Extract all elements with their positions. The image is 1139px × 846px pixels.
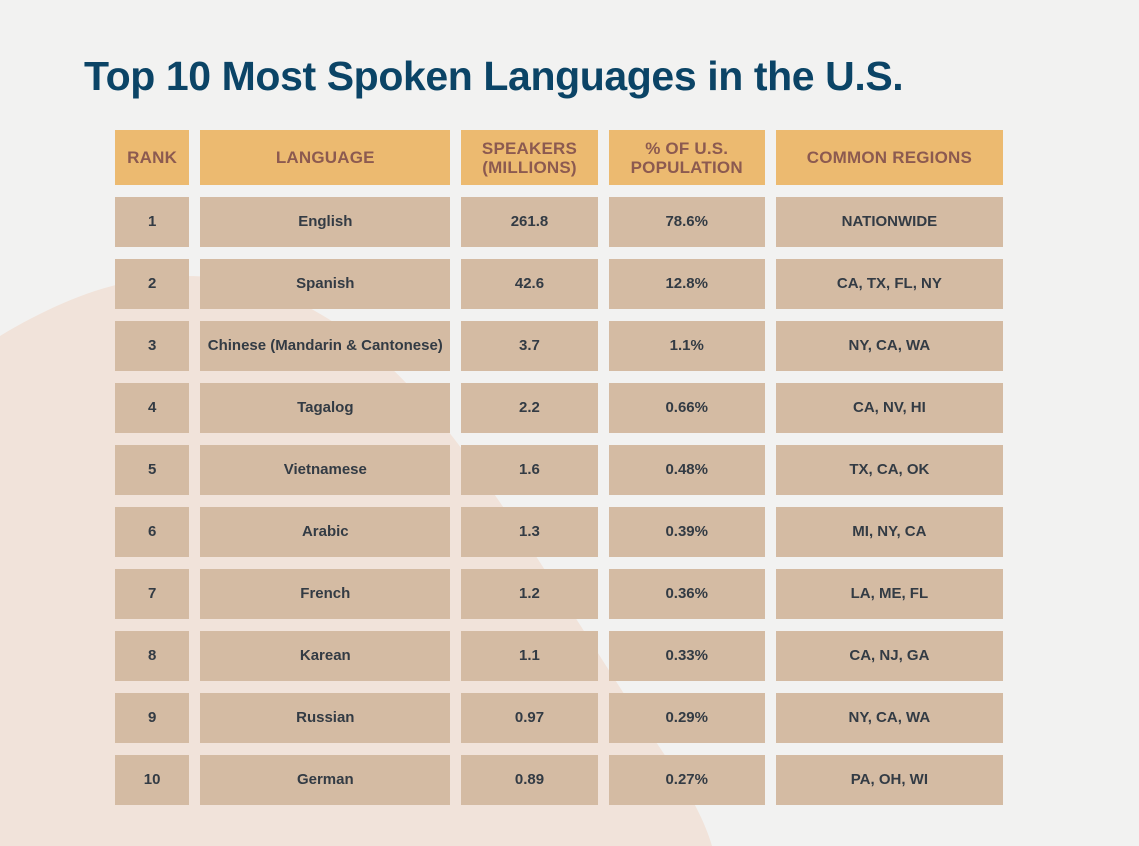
cell-language: English: [200, 197, 451, 247]
cell-percent: 0.29%: [608, 693, 765, 743]
column-header-percent-line2: POPULATION: [630, 157, 743, 177]
cell-rank: 4: [115, 383, 190, 433]
cell-percent: 0.33%: [608, 631, 765, 681]
table-row: 10 German 0.89 0.27% PA, OH, WI: [115, 755, 1003, 805]
column-header-percent: % OF U.S. POPULATION: [608, 130, 765, 185]
table-row: 5 Vietnamese 1.6 0.48% TX, CA, OK: [115, 445, 1003, 495]
cell-language: Vietnamese: [200, 445, 451, 495]
cell-language: Tagalog: [200, 383, 451, 433]
column-header-rank: RANK: [115, 130, 190, 185]
cell-regions: PA, OH, WI: [775, 755, 1003, 805]
cell-rank: 3: [115, 321, 190, 371]
cell-speakers: 0.97: [461, 693, 598, 743]
cell-rank: 2: [115, 259, 190, 309]
table-row: 3 Chinese (Mandarin & Cantonese) 3.7 1.1% NY…: [115, 321, 1003, 371]
cell-percent: 1.1%: [608, 321, 765, 371]
page-title: Top 10 Most Spoken Languages in the U.S.: [84, 53, 904, 99]
cell-regions: TX, CA, OK: [775, 445, 1003, 495]
cell-regions: MI, NY, CA: [775, 507, 1003, 557]
cell-rank: 5: [115, 445, 190, 495]
cell-rank: 10: [115, 755, 190, 805]
cell-rank: 1: [115, 197, 190, 247]
cell-regions: NY, CA, WA: [775, 321, 1003, 371]
cell-percent: 78.6%: [608, 197, 765, 247]
column-header-speakers-line1: SPEAKERS: [481, 138, 578, 158]
cell-language: Spanish: [200, 259, 451, 309]
cell-percent: 12.8%: [608, 259, 765, 309]
cell-rank: 6: [115, 507, 190, 557]
cell-regions: CA, NV, HI: [775, 383, 1003, 433]
column-header-speakers-line2: (MILLIONS): [482, 157, 577, 177]
cell-language: Russian: [200, 693, 451, 743]
cell-language: Arabic: [200, 507, 451, 557]
cell-rank: 8: [115, 631, 190, 681]
column-header-percent-line1: % OF U.S.: [645, 138, 729, 158]
table-row: 6 Arabic 1.3 0.39% MI, NY, CA: [115, 507, 1003, 557]
cell-rank: 7: [115, 569, 190, 619]
table-row: 9 Russian 0.97 0.29% NY, CA, WA: [115, 693, 1003, 743]
column-header-speakers: SPEAKERS (MILLIONS): [461, 130, 598, 185]
header-row: RANK LANGUAGE SPEAKERS (MILLIONS) % OF U…: [115, 130, 1003, 185]
table-row: 2 Spanish 42.6 12.8% CA, TX, FL, NY: [115, 259, 1003, 309]
table-row: 1 English 261.8 78.6% NATIONWIDE: [115, 197, 1003, 247]
column-header-regions: COMMON REGIONS: [775, 130, 1003, 185]
languages-table: RANK LANGUAGE SPEAKERS (MILLIONS) % OF U…: [104, 118, 1014, 817]
cell-regions: NATIONWIDE: [775, 197, 1003, 247]
cell-regions: NY, CA, WA: [775, 693, 1003, 743]
cell-rank: 9: [115, 693, 190, 743]
cell-language: Karean: [200, 631, 451, 681]
cell-speakers: 0.89: [461, 755, 598, 805]
cell-speakers: 1.6: [461, 445, 598, 495]
cell-language: Chinese (Mandarin & Cantonese): [200, 321, 451, 371]
column-header-language: LANGUAGE: [200, 130, 451, 185]
table-body: 1 English 261.8 78.6% NATIONWIDE 2 Spanish 42.6…: [115, 197, 1003, 805]
cell-language: German: [200, 755, 451, 805]
cell-speakers: 1.1: [461, 631, 598, 681]
cell-speakers: 2.2: [461, 383, 598, 433]
cell-speakers: 1.3: [461, 507, 598, 557]
table-row: 7 French 1.2 0.36% LA, ME, FL: [115, 569, 1003, 619]
cell-regions: CA, TX, FL, NY: [775, 259, 1003, 309]
cell-percent: 0.66%: [608, 383, 765, 433]
cell-percent: 0.39%: [608, 507, 765, 557]
cell-regions: CA, NJ, GA: [775, 631, 1003, 681]
cell-speakers: 42.6: [461, 259, 598, 309]
table-row: 4 Tagalog 2.2 0.66% CA, NV, HI: [115, 383, 1003, 433]
cell-language: French: [200, 569, 451, 619]
cell-percent: 0.48%: [608, 445, 765, 495]
cell-speakers: 3.7: [461, 321, 598, 371]
cell-regions: LA, ME, FL: [775, 569, 1003, 619]
table-row: 8 Karean 1.1 0.33% CA, NJ, GA: [115, 631, 1003, 681]
cell-speakers: 261.8: [461, 197, 598, 247]
cell-percent: 0.27%: [608, 755, 765, 805]
cell-percent: 0.36%: [608, 569, 765, 619]
cell-speakers: 1.2: [461, 569, 598, 619]
table-header: RANK LANGUAGE SPEAKERS (MILLIONS) % OF U…: [115, 130, 1003, 185]
